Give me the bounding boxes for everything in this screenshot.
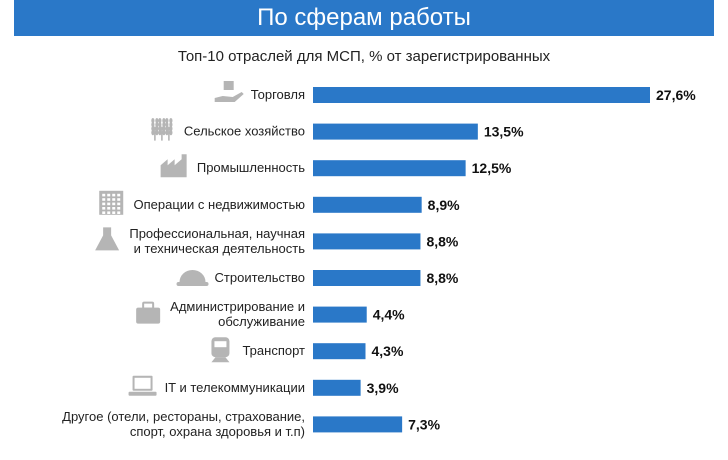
flask-icon — [95, 227, 120, 251]
bar-0 — [313, 87, 650, 103]
value-label-0: 27,6% — [656, 87, 696, 103]
laptop-icon — [128, 375, 157, 396]
bar-9 — [313, 416, 403, 433]
value-label-8: 3,9% — [367, 380, 399, 396]
bar-6 — [313, 306, 367, 323]
box-hand-icon — [214, 81, 244, 102]
category-label-0: Торговля — [251, 87, 305, 102]
value-label-1: 13,5% — [484, 124, 524, 140]
category-label-2: Промышленность — [197, 160, 305, 175]
building-icon — [99, 190, 124, 215]
section-banner: По сферам работы — [14, 0, 714, 36]
category-label-8: IT и телекоммуникации — [165, 380, 305, 395]
briefcase-icon — [136, 301, 161, 324]
category-label-6: Администрирование и обслуживание — [170, 299, 305, 329]
bar-1 — [313, 123, 478, 140]
value-label-9: 7,3% — [408, 416, 440, 432]
value-label-2: 12,5% — [472, 160, 512, 176]
bar-5 — [313, 270, 421, 286]
wheat-icon — [151, 118, 173, 141]
bar-4 — [313, 233, 421, 250]
hardhat-icon — [176, 270, 209, 286]
bar-7 — [313, 343, 366, 360]
train-icon — [211, 337, 230, 363]
category-label-7: Транспорт — [242, 343, 305, 358]
value-label-4: 8,8% — [426, 233, 458, 249]
category-label-5: Строительство — [215, 270, 305, 285]
category-label-9: Другое (отели, рестораны, страхование, сп… — [62, 409, 305, 439]
chart-title: Топ-10 отраслей для МСП, % от зарегистри… — [177, 48, 551, 65]
value-label-6: 4,4% — [373, 307, 405, 323]
value-label-7: 4,3% — [372, 343, 404, 359]
category-label-1: Сельское хозяйство — [184, 124, 305, 139]
value-label-3: 8,9% — [428, 197, 460, 213]
bar-8 — [313, 379, 361, 396]
factory-icon — [160, 154, 187, 178]
category-label-3: Операции с недвижимостью — [133, 197, 305, 212]
category-label-4: Профессиональная, научная и техническая д… — [129, 226, 305, 256]
bar-3 — [313, 196, 422, 213]
value-label-5: 8,8% — [426, 270, 458, 286]
bar-2 — [313, 160, 466, 177]
